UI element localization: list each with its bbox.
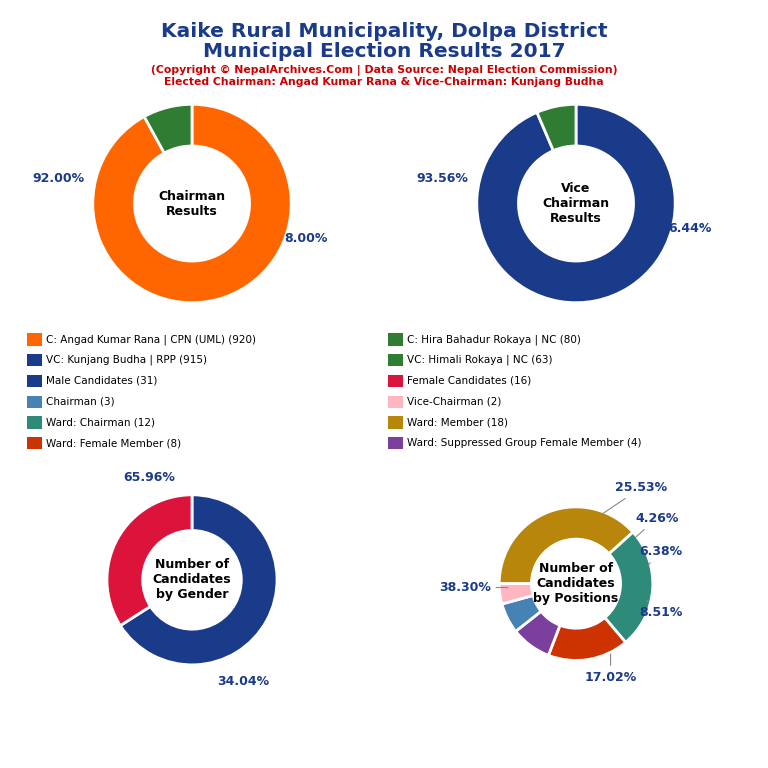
Text: Ward: Suppressed Group Female Member (4): Ward: Suppressed Group Female Member (4)	[407, 438, 641, 449]
Text: 92.00%: 92.00%	[32, 172, 84, 185]
Text: C: Hira Bahadur Rokaya | NC (80): C: Hira Bahadur Rokaya | NC (80)	[407, 334, 581, 345]
Text: (Copyright © NepalArchives.Com | Data Source: Nepal Election Commission): (Copyright © NepalArchives.Com | Data So…	[151, 65, 617, 75]
Text: 93.56%: 93.56%	[416, 172, 468, 185]
Text: 38.30%: 38.30%	[439, 581, 508, 594]
Text: Number of
Candidates
by Gender: Number of Candidates by Gender	[153, 558, 231, 601]
Text: 6.44%: 6.44%	[668, 222, 712, 235]
Text: Ward: Female Member (8): Ward: Female Member (8)	[46, 438, 181, 449]
Wedge shape	[537, 104, 576, 151]
Wedge shape	[93, 104, 291, 303]
Text: VC: Himali Rokaya | NC (63): VC: Himali Rokaya | NC (63)	[407, 355, 552, 366]
Wedge shape	[499, 507, 633, 584]
Text: Elected Chairman: Angad Kumar Rana & Vice-Chairman: Kunjang Budha: Elected Chairman: Angad Kumar Rana & Vic…	[164, 77, 604, 87]
Text: 17.02%: 17.02%	[584, 654, 637, 684]
Wedge shape	[516, 611, 560, 655]
Text: Male Candidates (31): Male Candidates (31)	[46, 376, 157, 386]
Text: 25.53%: 25.53%	[601, 482, 667, 515]
Wedge shape	[499, 584, 533, 604]
Wedge shape	[107, 495, 192, 626]
Text: Kaike Rural Municipality, Dolpa District: Kaike Rural Municipality, Dolpa District	[161, 22, 607, 41]
Wedge shape	[502, 595, 541, 631]
Wedge shape	[548, 617, 626, 660]
Text: Ward: Member (18): Ward: Member (18)	[407, 417, 508, 428]
Text: Female Candidates (16): Female Candidates (16)	[407, 376, 531, 386]
Text: 34.04%: 34.04%	[217, 675, 269, 688]
Text: Chairman
Results: Chairman Results	[158, 190, 226, 217]
Text: 6.38%: 6.38%	[639, 545, 682, 564]
Text: VC: Kunjang Budha | RPP (915): VC: Kunjang Budha | RPP (915)	[46, 355, 207, 366]
Wedge shape	[477, 104, 675, 303]
Text: Chairman (3): Chairman (3)	[46, 396, 114, 407]
Text: Ward: Chairman (12): Ward: Chairman (12)	[46, 417, 155, 428]
Text: 8.00%: 8.00%	[284, 232, 328, 245]
Wedge shape	[144, 104, 192, 153]
Text: Vice
Chairman
Results: Vice Chairman Results	[542, 182, 610, 225]
Text: 8.51%: 8.51%	[639, 601, 682, 619]
Text: Number of
Candidates
by Positions: Number of Candidates by Positions	[533, 562, 619, 605]
Text: C: Angad Kumar Rana | CPN (UML) (920): C: Angad Kumar Rana | CPN (UML) (920)	[46, 334, 256, 345]
Text: 4.26%: 4.26%	[635, 512, 678, 538]
Wedge shape	[604, 532, 653, 642]
Text: Municipal Election Results 2017: Municipal Election Results 2017	[203, 42, 565, 61]
Wedge shape	[121, 495, 277, 665]
Text: 65.96%: 65.96%	[124, 472, 175, 485]
Text: Vice-Chairman (2): Vice-Chairman (2)	[407, 396, 502, 407]
